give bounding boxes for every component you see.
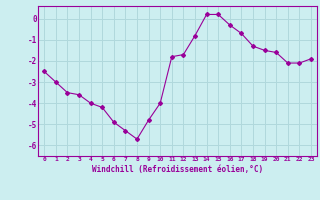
X-axis label: Windchill (Refroidissement éolien,°C): Windchill (Refroidissement éolien,°C) (92, 165, 263, 174)
